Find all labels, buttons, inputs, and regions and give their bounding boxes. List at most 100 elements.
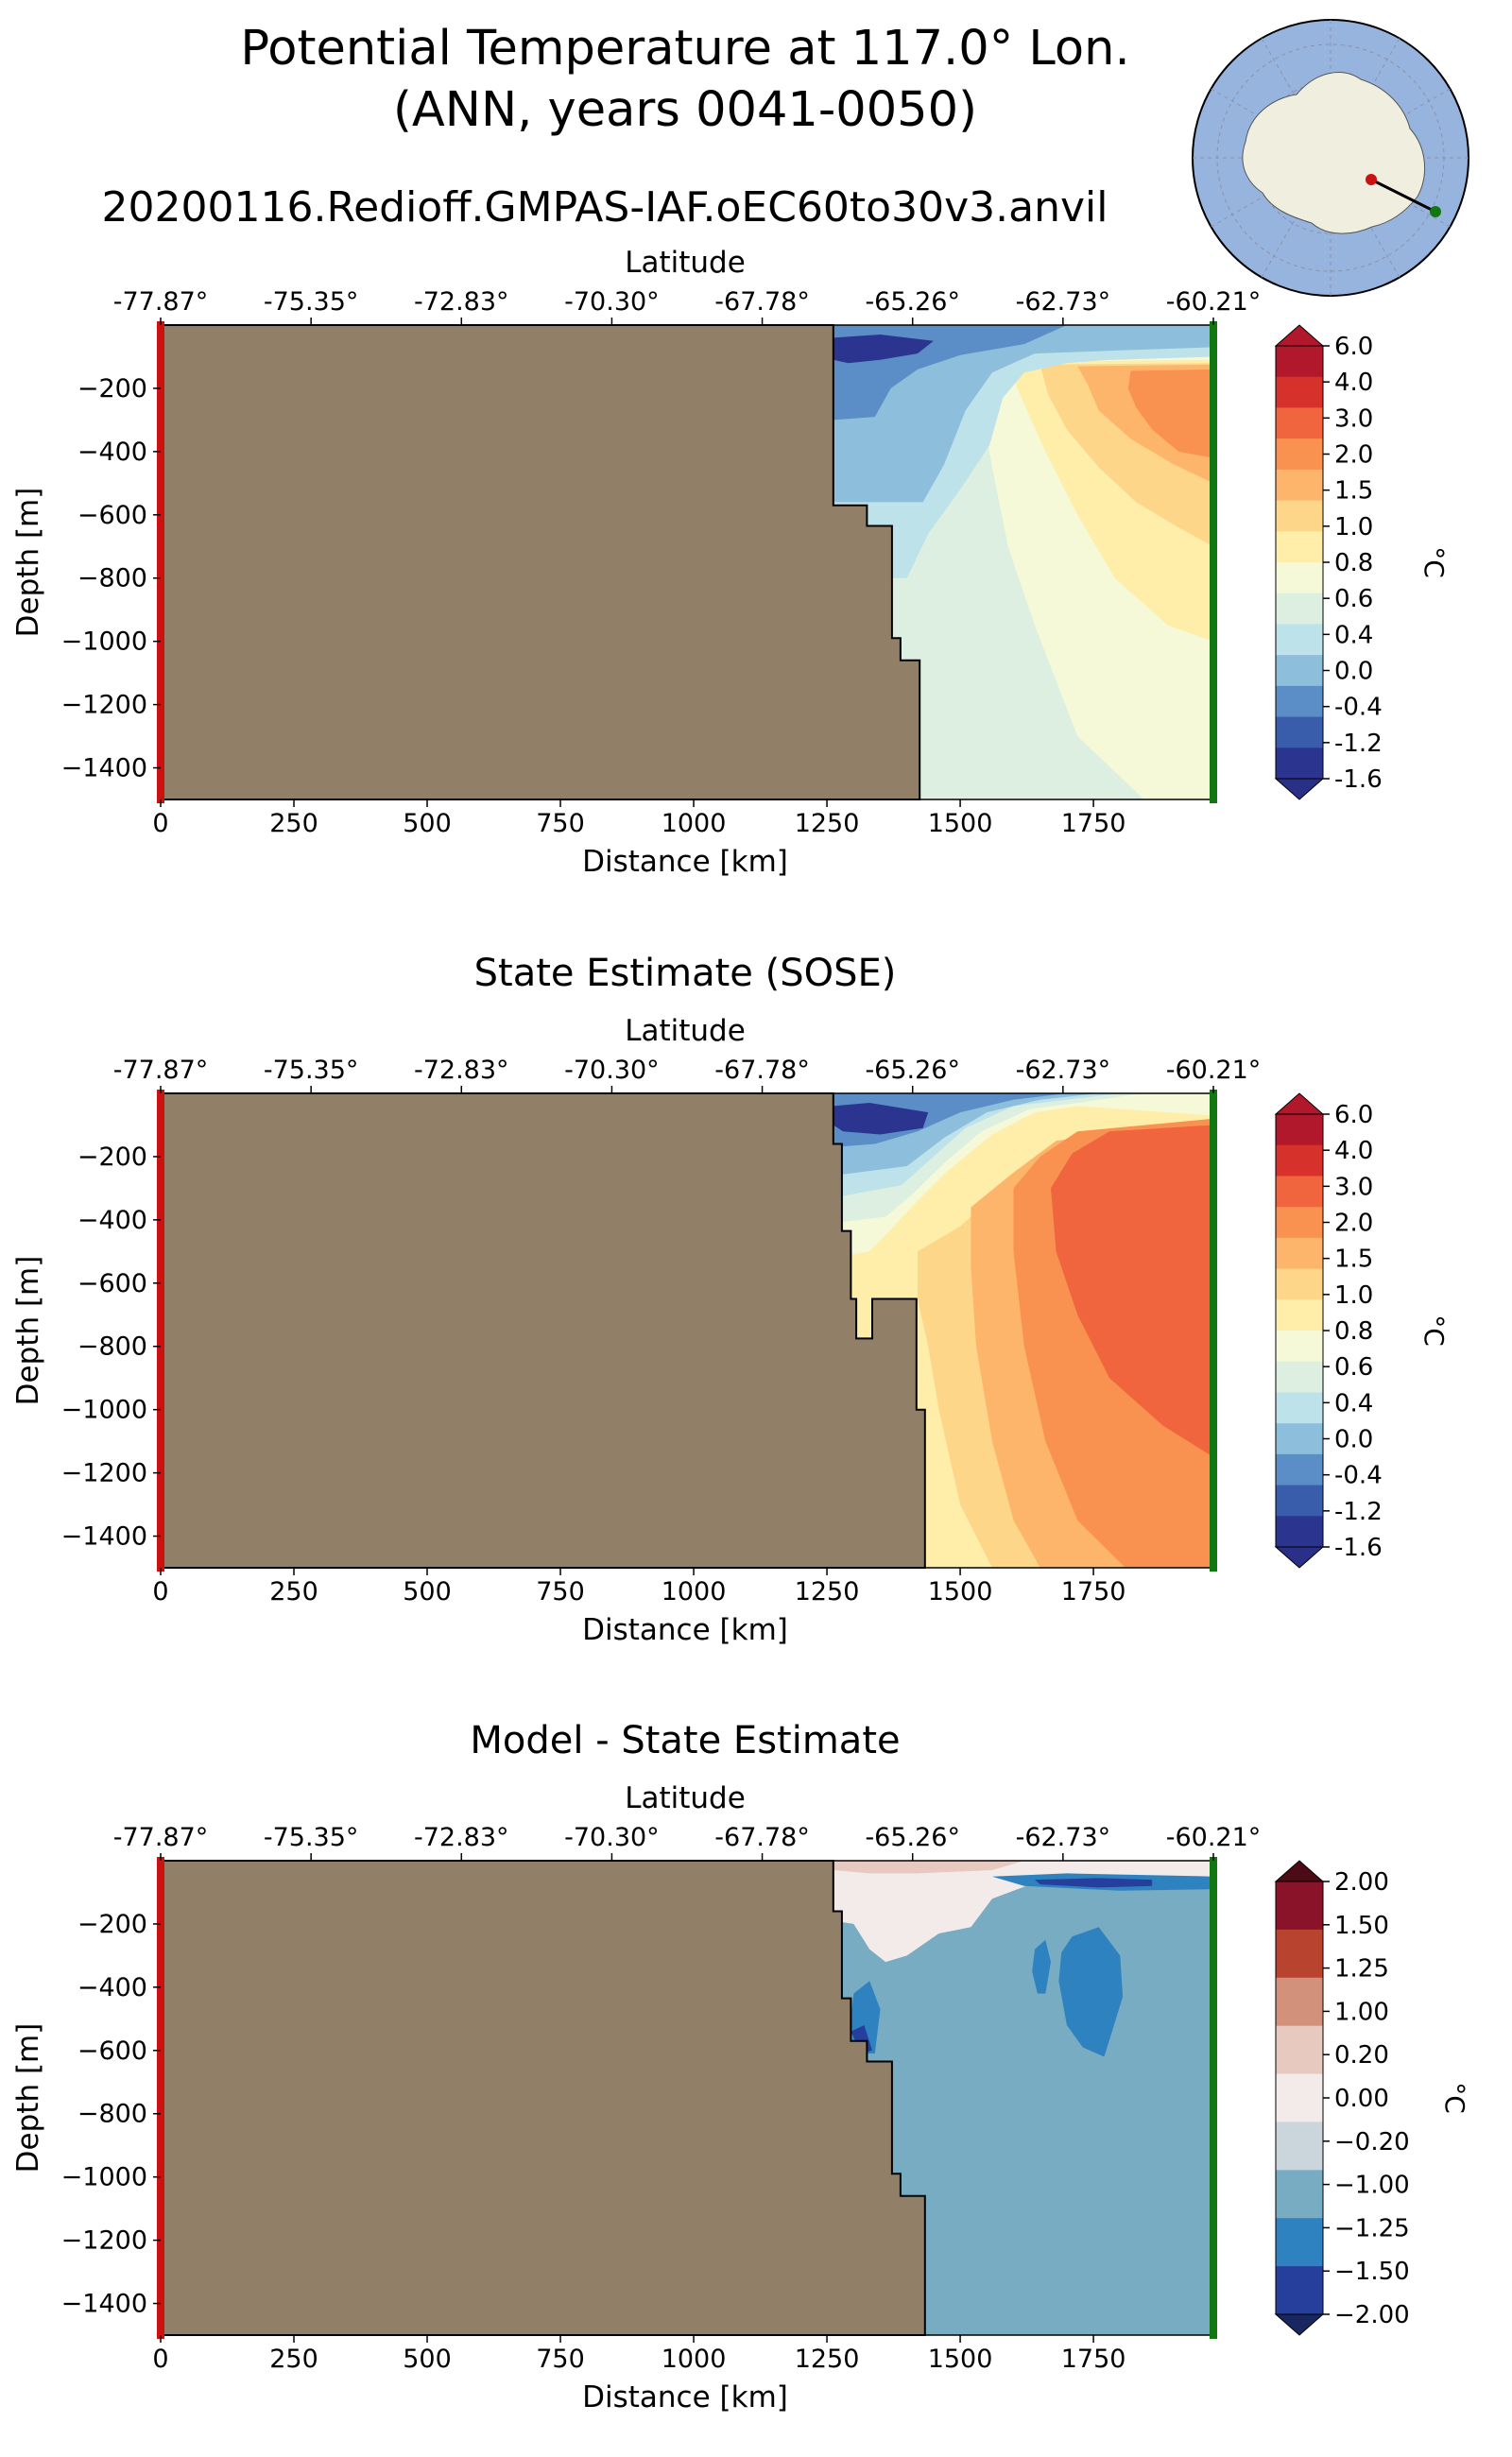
panel-0-y-tick-label-2: −600 (77, 501, 147, 530)
panel-2-x-tick-label-4: 1000 (662, 2345, 727, 2374)
panel-1-x-tick-label-2: 500 (403, 1577, 452, 1606)
map-transect-end-dot (1430, 206, 1441, 217)
panel-1-colorbar-unit: °C (1418, 1314, 1450, 1347)
panel-2-colorbar-label-0: 2.00 (1334, 1868, 1389, 1897)
panel-2: Model - State Estimate 0 250 500 750 1000 1250… (11, 1719, 1470, 2414)
panel-0: 0 250 500 750 1000 1250 1500 1750 Distance [km] −… (11, 246, 1450, 879)
panel-1-start-marker (157, 1090, 164, 1572)
panel-1-y-tick-label-1: −400 (77, 1206, 147, 1235)
panel-1: State Estimate (SOSE) 0 250 500 750 1000 1250 1… (11, 952, 1450, 1647)
panels: 0 250 500 750 1000 1250 1500 1750 Distance [km] −… (11, 246, 1470, 2414)
panel-1-top-label: Latitude (625, 1014, 746, 1048)
panel-1-top-tick-label-5: -65.26° (865, 1056, 960, 1085)
panel-1-end-marker (1210, 1090, 1217, 1572)
panel-1-top-tick-label-6: -62.73° (1016, 1056, 1111, 1085)
panel-1-colorbar-swatch-2 (1276, 1176, 1323, 1208)
panel-0-field-band-7 (833, 325, 1213, 503)
panel-1-field-band-4 (1051, 1125, 1213, 1457)
panel-2-title: Model - State Estimate (470, 1719, 900, 1762)
panel-0-x-tick-label-1: 250 (269, 809, 318, 838)
panel-1-colorbar-label-12: -1.6 (1334, 1534, 1383, 1562)
panel-0-seafloor (160, 324, 921, 800)
panel-2-start-marker (157, 1857, 164, 2339)
panel-1-colorbar-swatch-9 (1276, 1392, 1323, 1424)
panel-2-field-band-1 (833, 1861, 1213, 1963)
panel-1-top-tick-label-0: -77.87° (113, 1056, 209, 1085)
panel-1-top-tick-label-2: -72.83° (414, 1056, 509, 1085)
panel-0-colorbar-swatch-7 (1276, 562, 1323, 594)
panel-2-field-band-7 (1035, 1878, 1153, 1888)
panel-0-colorbar-label-1: 4.0 (1334, 369, 1373, 397)
panel-1-y-tick-label-0: −200 (77, 1143, 147, 1172)
panel-0-top-label: Latitude (625, 246, 746, 280)
panel-1-y-tick-label-3: −800 (77, 1332, 147, 1362)
panel-2-top-tick-label-1: -75.35° (264, 1823, 359, 1852)
panel-0-y-tick-label-4: −1000 (61, 627, 147, 657)
panel-2-y-tick-label-4: −1000 (61, 2163, 147, 2192)
panel-0-colorbar-swatch-5 (1276, 500, 1323, 532)
panel-2-x-tick-label-5: 1250 (795, 2345, 860, 2374)
panel-2-colorbar-label-2: 1.25 (1334, 1955, 1389, 1984)
map-antarctica (1242, 72, 1426, 234)
panel-1-seafloor (160, 1092, 926, 1569)
locator-map (1192, 19, 1469, 297)
panel-2-x-tick-label-0: 0 (152, 2345, 168, 2374)
panel-0-colorbar-swatch-6 (1276, 531, 1323, 563)
panel-0-colorbar-extend-top (1274, 324, 1325, 347)
panel-0-colorbar-swatch-13 (1276, 747, 1323, 780)
panel-2-colorbar-extend-top (1274, 1860, 1325, 1882)
panel-0-start-marker (157, 321, 164, 803)
panel-0-top-tick-label-4: -67.78° (714, 287, 810, 317)
panel-1-x-tick-label-7: 1750 (1061, 1577, 1126, 1606)
panel-1-y-tick-label-4: −1000 (61, 1396, 147, 1425)
panel-2-x-tick-label-6: 1500 (928, 2345, 993, 2374)
panel-2-top-label: Latitude (625, 1781, 746, 1815)
panel-2-y-label: Depth [m] (11, 2023, 45, 2174)
panel-1-colorbar-swatch-3 (1276, 1207, 1323, 1239)
panel-1-colorbar-swatch-12 (1276, 1485, 1323, 1517)
panel-2-colorbar-swatch-8 (1276, 2266, 1323, 2315)
panel-0-colorbar-unit: °C (1418, 546, 1450, 578)
panel-2-x-tick-label-3: 750 (536, 2345, 585, 2374)
figure-header: Potential Temperature at 117.0° Lon. (AN… (102, 21, 1130, 232)
panel-0-x-tick-label-5: 1250 (795, 809, 860, 838)
panel-1-top-tick-label-4: -67.78° (714, 1056, 810, 1085)
panel-2-top-tick-label-4: -67.78° (714, 1823, 810, 1852)
panel-0-x-tick-label-2: 500 (403, 809, 452, 838)
panel-2-top-tick-label-7: -60.21° (1166, 1823, 1262, 1852)
panel-2-colorbar-swatch-0 (1276, 1881, 1323, 1931)
panel-2-field-band-2 (833, 1861, 1024, 1874)
panel-0-colorbar-label-4: 1.5 (1334, 477, 1373, 506)
panel-0-colorbar-label-7: 0.6 (1334, 585, 1373, 613)
panel-1-colorbar-label-9: 0.0 (1334, 1426, 1373, 1454)
panel-2-colorbar-swatch-4 (1276, 2073, 1323, 2122)
panel-2-colorbar-label-8: −1.25 (1334, 2214, 1410, 2242)
panel-2-colorbar-label-5: 0.00 (1334, 2085, 1389, 2113)
panel-1-x-tick-label-5: 1250 (795, 1577, 860, 1606)
panel-1-colorbar-swatch-6 (1276, 1299, 1323, 1332)
panel-2-field-band-4 (1032, 1939, 1051, 1994)
panel-0-y-tick-label-1: −400 (77, 438, 147, 467)
panel-1-colorbar-label-6: 0.8 (1334, 1317, 1373, 1346)
run-name: 20200116.Redioff.GMPAS-IAF.oEC60to30v3.a… (102, 183, 1108, 232)
panel-1-colorbar-swatch-7 (1276, 1331, 1323, 1363)
panel-1-y-tick-label-6: −1400 (61, 1522, 147, 1552)
panel-1-colorbar-label-1: 4.0 (1334, 1137, 1373, 1165)
panel-0-colorbar-swatch-0 (1276, 346, 1323, 378)
panel-2-x-label: Distance [km] (582, 2380, 788, 2414)
panel-2-top-tick-label-3: -70.30° (564, 1823, 660, 1852)
panel-2-field-band-5 (1058, 1927, 1124, 2057)
panel-1-title: State Estimate (SOSE) (474, 952, 897, 995)
panel-1-colorbar-label-10: -0.4 (1334, 1462, 1383, 1490)
panel-2-colorbar-label-4: 0.20 (1334, 2041, 1389, 2070)
panel-2-seafloor (160, 1860, 926, 2336)
panel-0-x-label: Distance [km] (582, 845, 788, 879)
panel-0-y-tick-label-6: −1400 (61, 754, 147, 783)
panel-0-colorbar-swatch-3 (1276, 438, 1323, 471)
panel-1-x-tick-label-6: 1500 (928, 1577, 993, 1606)
panel-1-top-tick-label-1: -75.35° (264, 1056, 359, 1085)
panel-1-colorbar-label-5: 1.0 (1334, 1281, 1373, 1310)
panel-0-top-tick-label-7: -60.21° (1166, 287, 1262, 317)
panel-2-colorbar-swatch-3 (1276, 2025, 1323, 2075)
